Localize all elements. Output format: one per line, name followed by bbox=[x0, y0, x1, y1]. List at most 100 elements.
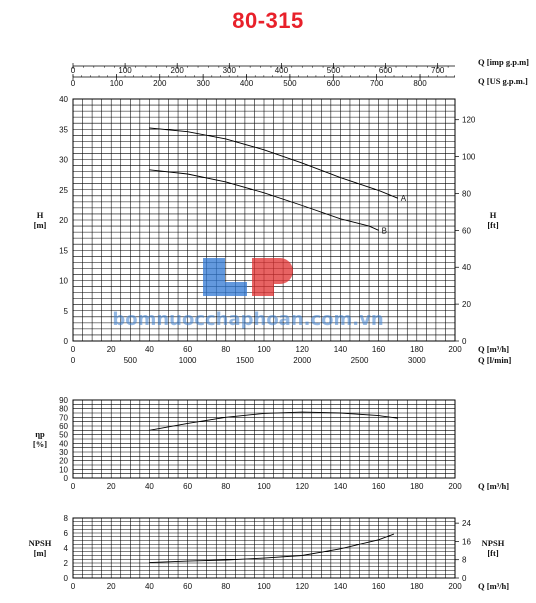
y-tick-label: 30 bbox=[59, 156, 68, 165]
y-tick-label: 20 bbox=[59, 216, 68, 225]
y-axis-unit: [m] bbox=[34, 220, 47, 230]
y-tick-label: 40 bbox=[59, 439, 68, 448]
head-panel: 0 20 40 60 80 100 120 140 160 180 200 Q [m³/h]05101… bbox=[34, 95, 512, 365]
right-y-axis-label: H bbox=[490, 210, 497, 220]
y-tick-label: 80 bbox=[59, 405, 68, 414]
us-gpm-tick-label: 0 bbox=[71, 79, 76, 88]
curve-label-b: B bbox=[382, 226, 387, 235]
x-axis-label: Q [m³/h] bbox=[478, 481, 509, 491]
x-tick-label: 20 bbox=[107, 482, 116, 491]
y-tick-label: 35 bbox=[59, 125, 68, 134]
x-tick-label: 0 bbox=[71, 482, 76, 491]
logo-p-bowl bbox=[252, 258, 293, 284]
x-tick-label: 180 bbox=[410, 582, 424, 591]
right-y-tick-label: 120 bbox=[462, 116, 476, 125]
plot-frame bbox=[72, 517, 456, 579]
x-tick-label: 60 bbox=[183, 482, 192, 491]
y-axis-label: H bbox=[37, 210, 44, 220]
x-tick-label: 100 bbox=[257, 582, 271, 591]
y-tick-label: 10 bbox=[59, 465, 68, 474]
imp-gpm-tick-label: 300 bbox=[223, 66, 237, 75]
npsh-panel: 0 20 40 60 80 100 120 140 160 180 200 Q [m³/h]02468… bbox=[29, 514, 510, 591]
us-gpm-axis-label: Q [US g.p.m.] bbox=[478, 76, 528, 86]
right-y-tick-label: 100 bbox=[462, 153, 476, 162]
lmin-tick-label: 0 bbox=[71, 356, 76, 365]
x-tick-label: 0 bbox=[71, 582, 76, 591]
x-tick-label: 200 bbox=[448, 345, 462, 354]
right-y-tick-label: 24 bbox=[462, 519, 471, 528]
x-tick-label: 200 bbox=[448, 482, 462, 491]
us-gpm-tick-label: 500 bbox=[283, 79, 297, 88]
y-tick-label: 10 bbox=[59, 277, 68, 286]
us-gpm-tick-label: 400 bbox=[240, 79, 254, 88]
lmin-tick-label: 2000 bbox=[293, 356, 311, 365]
y-tick-label: 15 bbox=[59, 246, 68, 255]
us-gpm-tick-label: 300 bbox=[196, 79, 210, 88]
right-y-tick-label: 60 bbox=[462, 226, 471, 235]
x-tick-label: 80 bbox=[221, 345, 230, 354]
y-axis-label: ηp bbox=[35, 429, 45, 439]
x-tick-label: 20 bbox=[107, 345, 116, 354]
right-y-axis-unit: [ft] bbox=[487, 220, 498, 230]
x-tick-label: 0 bbox=[71, 345, 76, 354]
y-tick-label: 0 bbox=[64, 337, 69, 346]
x-axis-label: Q [m³/h] bbox=[478, 581, 509, 591]
x-tick-label: 40 bbox=[145, 482, 154, 491]
imp-gpm-tick-label: 600 bbox=[379, 66, 393, 75]
logo-l-foot bbox=[203, 282, 247, 296]
y-axis-unit: [%] bbox=[33, 439, 47, 449]
x-tick-label: 140 bbox=[334, 582, 348, 591]
right-y-tick-label: 16 bbox=[462, 537, 471, 546]
lmin-tick-label: 2500 bbox=[351, 356, 369, 365]
x-tick-label: 60 bbox=[183, 582, 192, 591]
y-tick-label: 6 bbox=[64, 529, 69, 538]
imp-gpm-tick-label: 100 bbox=[118, 66, 132, 75]
imp-gpm-axis-label: Q [imp g.p.m] bbox=[478, 57, 529, 67]
x-tick-label: 120 bbox=[296, 345, 310, 354]
x-tick-label: 160 bbox=[372, 345, 386, 354]
curve-label-a: A bbox=[401, 194, 407, 203]
y-tick-label: 20 bbox=[59, 457, 68, 466]
us-gpm-tick-label: 800 bbox=[413, 79, 427, 88]
lmin-tick-label: 1500 bbox=[236, 356, 254, 365]
us-gpm-tick-label: 200 bbox=[153, 79, 167, 88]
efficiency-curve bbox=[149, 411, 398, 431]
right-y-tick-label: 80 bbox=[462, 189, 471, 198]
lp-logo bbox=[203, 258, 293, 296]
x-axis-label: Q [m³/h] bbox=[478, 344, 509, 354]
us-gpm-tick-label: 600 bbox=[327, 79, 341, 88]
y-tick-label: 30 bbox=[59, 448, 68, 457]
right-y-tick-label: 40 bbox=[462, 263, 471, 272]
chart-title: 80-315 bbox=[232, 8, 304, 33]
y-tick-label: 5 bbox=[64, 307, 69, 316]
imp-gpm-tick-label: 0 bbox=[71, 66, 76, 75]
x-tick-label: 100 bbox=[257, 482, 271, 491]
imp-gpm-tick-label: 200 bbox=[171, 66, 185, 75]
y-axis-label: NPSH bbox=[29, 538, 52, 548]
x-tick-label: 180 bbox=[410, 482, 424, 491]
y-tick-label: 25 bbox=[59, 186, 68, 195]
y-tick-label: 0 bbox=[64, 474, 69, 483]
right-y-tick-label: 0 bbox=[462, 574, 467, 583]
x-tick-label: 100 bbox=[257, 345, 271, 354]
curve-b bbox=[149, 169, 379, 231]
curve-a bbox=[149, 127, 398, 199]
right-y-axis-unit: [ft] bbox=[487, 548, 498, 558]
x-tick-label: 160 bbox=[372, 582, 386, 591]
x-tick-label: 40 bbox=[145, 345, 154, 354]
lmin-tick-label: 500 bbox=[124, 356, 138, 365]
us-gpm-tick-label: 700 bbox=[370, 79, 384, 88]
right-y-axis-label: NPSH bbox=[482, 538, 505, 548]
y-tick-label: 90 bbox=[59, 396, 68, 405]
x-tick-label: 180 bbox=[410, 345, 424, 354]
imp-gpm-tick-label: 400 bbox=[275, 66, 289, 75]
right-y-tick-label: 8 bbox=[462, 556, 467, 565]
y-tick-label: 8 bbox=[64, 514, 69, 523]
x-tick-label: 160 bbox=[372, 482, 386, 491]
right-y-tick-label: 20 bbox=[462, 300, 471, 309]
us-gpm-tick-label: 100 bbox=[110, 79, 124, 88]
y-tick-label: 0 bbox=[64, 574, 69, 583]
lmin-tick-label: 1000 bbox=[179, 356, 197, 365]
y-tick-label: 40 bbox=[59, 95, 68, 104]
